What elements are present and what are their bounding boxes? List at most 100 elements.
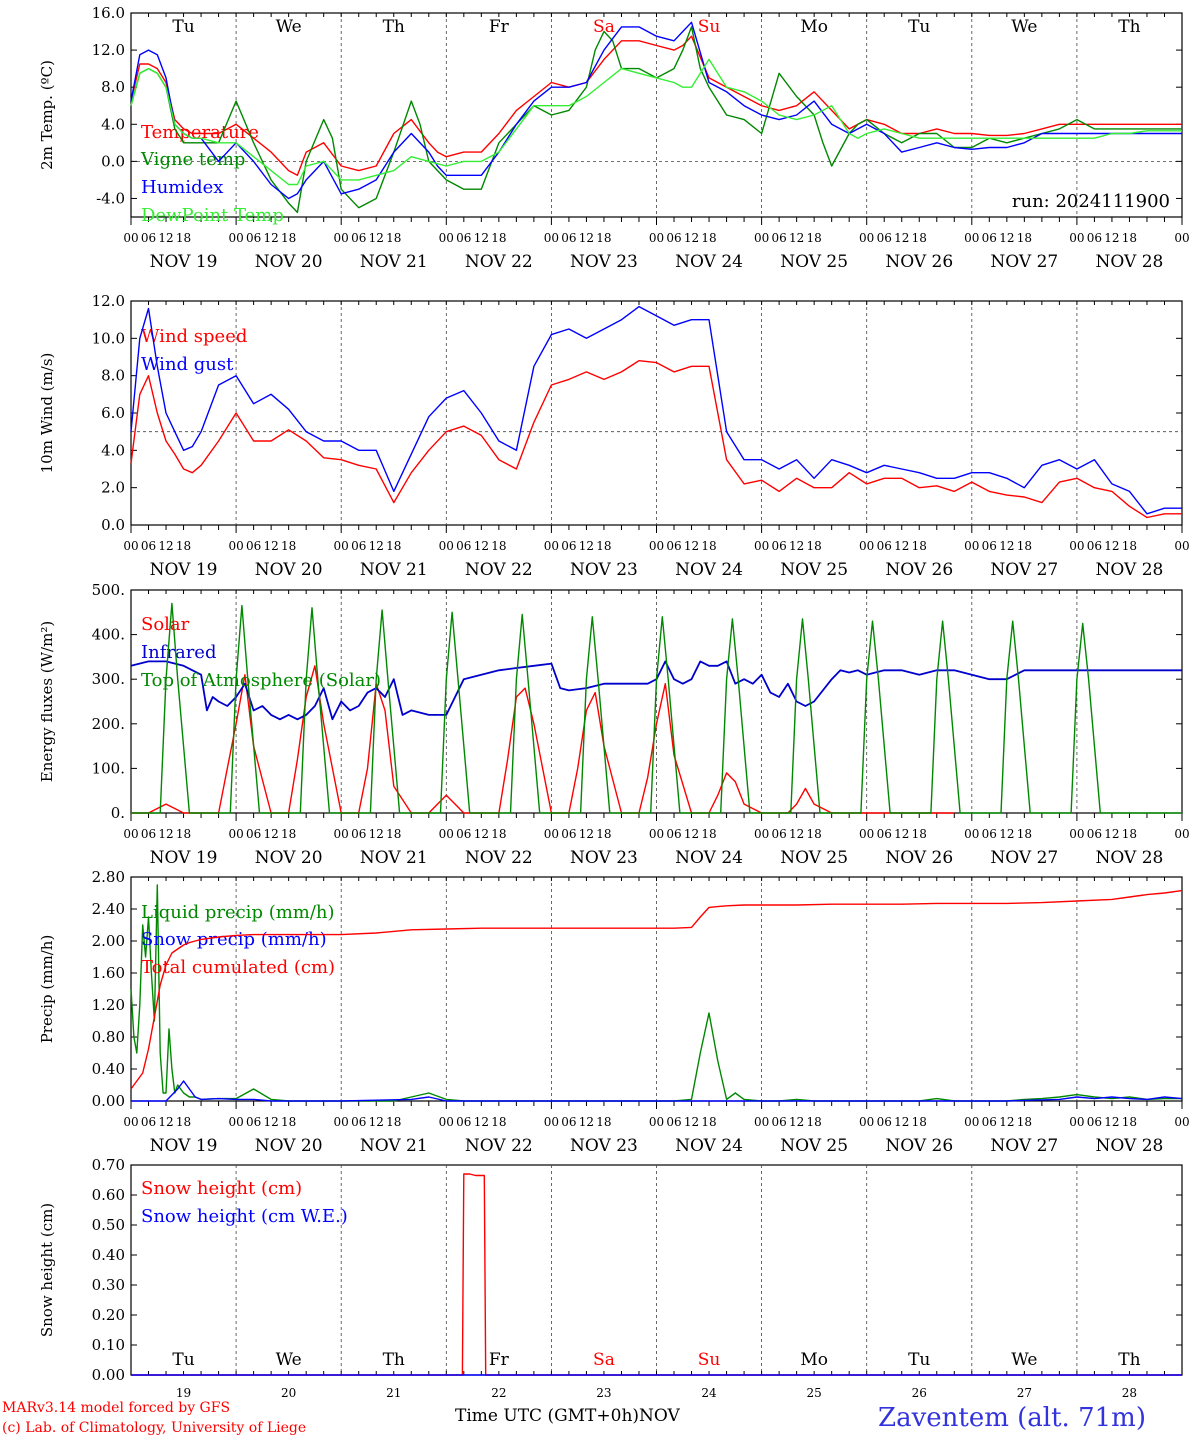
series-line [130,889,1183,1090]
x-hour-label: 00 [1069,539,1084,553]
y-tick-label: 2.80 [92,868,125,886]
x-hour-label: 18 [807,827,822,841]
day-number-label: 19 [176,1386,191,1400]
x-hour-label: 12 [894,539,909,553]
x-hour-label: 12 [474,231,489,245]
x-hour-label: 12 [789,539,804,553]
x-hour-label: 00 [754,231,769,245]
credit-line-2: (c) Lab. of Climatology, University of L… [2,1420,307,1436]
y-tick-label: 0.40 [92,1246,125,1264]
x-hour-label: 00 [1174,1115,1189,1129]
y-tick-label: 300. [92,670,125,688]
x-hour-label: 12 [158,539,173,553]
x-date-label: NOV 22 [465,1136,533,1156]
y-axis-label: 2m Temp. (ºC) [38,60,56,170]
series-line [131,602,1182,814]
x-hour-label: 18 [386,827,401,841]
x-hour-label: 00 [228,539,243,553]
x-hour-label: 12 [158,827,173,841]
x-hour-label: 12 [369,539,384,553]
x-hour-label: 18 [491,539,506,553]
day-number-label: 23 [596,1386,611,1400]
x-hour-label: 18 [281,231,296,245]
day-number-label: 21 [386,1386,401,1400]
x-hour-label: 12 [684,827,699,841]
y-tick-label: 12.0 [92,41,125,59]
day-name-label: Tu [908,1350,930,1370]
x-hour-label: 12 [579,827,594,841]
x-hour-label: 18 [1017,1115,1032,1129]
y-axis-label: Precip (mm/h) [38,935,56,1044]
y-tick-label: 2.40 [92,900,125,918]
x-date-label: NOV 28 [1096,560,1164,580]
x-hour-label: 12 [684,231,699,245]
x-date-label: NOV 21 [360,848,428,868]
x-date-label: NOV 28 [1096,848,1164,868]
x-hour-label: 00 [228,231,243,245]
x-hour-label: 18 [912,1115,927,1129]
x-date-label: NOV 24 [675,848,743,868]
x-hour-label: 12 [789,1115,804,1129]
x-hour-label: 12 [999,827,1014,841]
x-hour-label: 00 [964,1115,979,1129]
day-number-label: 27 [1017,1386,1032,1400]
x-hour-label: 00 [859,231,874,245]
x-hour-label: 12 [369,1115,384,1129]
day-name-label: We [276,1350,302,1370]
x-hour-label: 12 [999,539,1014,553]
x-hour-label: 06 [456,539,471,553]
x-axis-month: NOV [639,1406,680,1426]
x-date-label: NOV 19 [150,1136,218,1156]
x-date-label: NOV 23 [570,1136,638,1156]
x-hour-label: 18 [701,1115,716,1129]
x-hour-label: 00 [123,1115,138,1129]
y-tick-label: 1.20 [92,996,125,1014]
x-hour-label: 18 [281,827,296,841]
x-hour-label: 18 [386,231,401,245]
y-tick-label: 2.0 [101,479,125,497]
x-hour-label: 06 [246,827,261,841]
x-hour-label: 06 [561,539,576,553]
x-date-label: NOV 21 [360,560,428,580]
x-hour-label: 00 [1174,231,1189,245]
x-hour-label: 06 [351,231,366,245]
x-hour-label: 06 [771,539,786,553]
x-date-label: NOV 27 [990,252,1058,272]
x-hour-label: 06 [877,539,892,553]
x-hour-label: 18 [807,1115,822,1129]
x-hour-label: 00 [1174,539,1189,553]
series-line [130,660,1182,721]
day-name-label: Th [383,17,405,37]
x-hour-label: 18 [176,1115,191,1129]
x-hour-label: 12 [263,1115,278,1129]
x-hour-label: 00 [649,827,664,841]
x-hour-label: 12 [1104,231,1119,245]
series-line [130,360,1182,519]
y-tick-label: 0.00 [92,1092,125,1110]
x-date-label: NOV 19 [150,560,218,580]
x-hour-label: 00 [439,231,454,245]
x-hour-label: 12 [474,539,489,553]
x-hour-label: 18 [1122,1115,1137,1129]
legend-entry: Snow height (cm) [141,1178,302,1199]
x-date-label: NOV 26 [885,560,953,580]
x-hour-label: 06 [877,1115,892,1129]
x-hour-label: 12 [1104,1115,1119,1129]
day-number-label: 20 [281,1386,296,1400]
x-hour-label: 12 [369,827,384,841]
y-tick-label: 0.50 [92,1216,125,1234]
x-date-label: NOV 20 [255,848,323,868]
y-tick-label: 0.30 [92,1276,125,1294]
x-date-label: NOV 23 [570,252,638,272]
x-hour-label: 12 [999,1115,1014,1129]
x-hour-label: 06 [141,539,156,553]
x-date-label: NOV 21 [360,252,428,272]
day-number-label: 22 [491,1386,506,1400]
y-tick-label: 0.20 [92,1306,125,1324]
x-hour-label: 00 [228,1115,243,1129]
x-date-label: NOV 22 [465,252,533,272]
x-hour-label: 18 [386,1115,401,1129]
day-name-label: Sa [593,17,615,37]
x-hour-label: 00 [1174,827,1189,841]
x-hour-label: 12 [789,231,804,245]
